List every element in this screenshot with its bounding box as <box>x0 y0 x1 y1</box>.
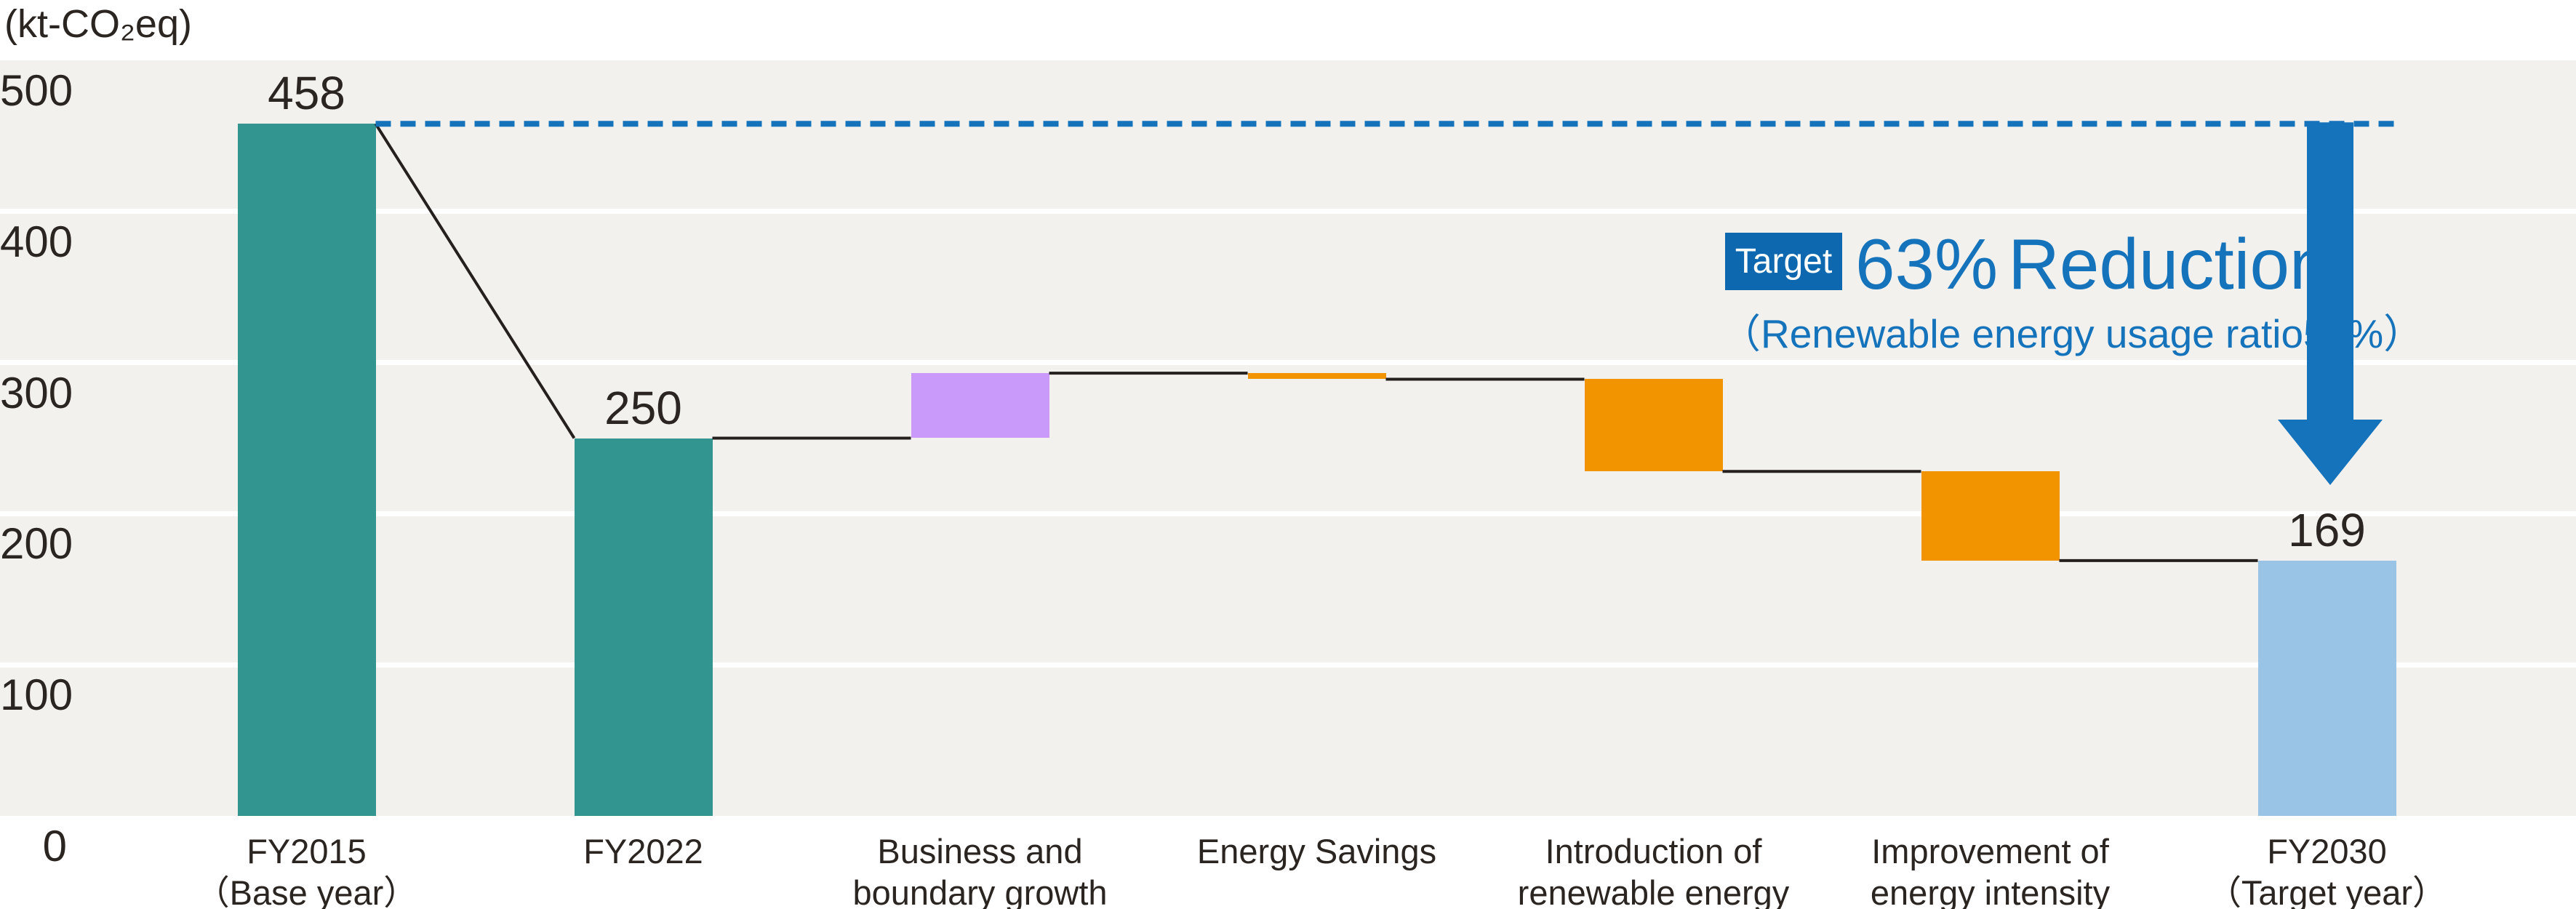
category-label-line: FY2030 <box>2267 832 2387 870</box>
y-axis-tick-label: 200 <box>0 519 73 569</box>
y-axis-tick-label: 0 <box>42 822 67 870</box>
category-label-fy2015: FY2015 （Base year） <box>139 830 475 909</box>
y-axis-tick-label: 400 <box>0 217 73 266</box>
category-label-line: （Target year） <box>2207 873 2447 909</box>
bar-fy2022 <box>574 438 713 816</box>
bar-renewable-energy <box>1584 379 1723 472</box>
category-label-renewable-energy: Introduction of renewable energy <box>1486 830 1822 909</box>
category-label-line: boundary growth <box>852 873 1108 909</box>
category-label-line: FY2015 <box>247 832 367 870</box>
category-label-line: （Base year） <box>195 873 418 909</box>
y-axis-tick-label: 500 <box>0 66 73 115</box>
category-label-line: energy intensity <box>1870 873 2111 909</box>
category-label-business-boundary-growth: Business and boundary growth <box>812 830 1148 909</box>
category-label-line: Improvement of <box>1871 832 2109 870</box>
bar-value-label: 250 <box>604 381 682 434</box>
category-label-line: renewable energy <box>1517 873 1790 909</box>
unit-label: (kt-CO₂eq) <box>4 2 192 46</box>
category-label-line: Energy Savings <box>1196 832 1437 870</box>
bar-fy2015 <box>237 124 376 816</box>
bar-business-boundary-growth <box>911 373 1049 439</box>
category-label-line: Introduction of <box>1545 832 1762 870</box>
bar-value-label: 169 <box>2288 503 2366 556</box>
target-percent: 63% <box>1855 224 1999 304</box>
target-subtitle: （Renewable energy usage ratio50%） <box>1721 311 2424 356</box>
category-label-energy-savings: Energy Savings <box>1149 830 1485 872</box>
y-grid-line <box>0 510 2576 516</box>
target-word: Reduction <box>2008 224 2329 304</box>
y-grid-line <box>0 662 2576 668</box>
y-axis-tick-label: 300 <box>0 368 73 417</box>
y-grid-line <box>0 360 2576 366</box>
bar-value-label: 458 <box>268 67 345 120</box>
target-badge: Target <box>1725 233 1842 290</box>
category-label-fy2022: FY2022 <box>476 830 812 872</box>
category-label-line: FY2022 <box>583 832 703 870</box>
target-headline: 63% Reduction <box>1855 228 2329 300</box>
category-label-energy-intensity: Improvement of energy intensity <box>1823 830 2159 909</box>
y-axis-tick-label: 100 <box>0 670 73 720</box>
bar-energy-savings <box>1247 373 1386 380</box>
y-grid-line <box>0 209 2576 215</box>
category-label-fy2030: FY2030 （Target year） <box>2159 830 2495 909</box>
plot-area <box>0 60 2576 816</box>
bar-fy2030 <box>2257 560 2396 816</box>
category-label-line: Business and <box>877 832 1083 870</box>
bar-energy-intensity <box>1921 471 2060 561</box>
